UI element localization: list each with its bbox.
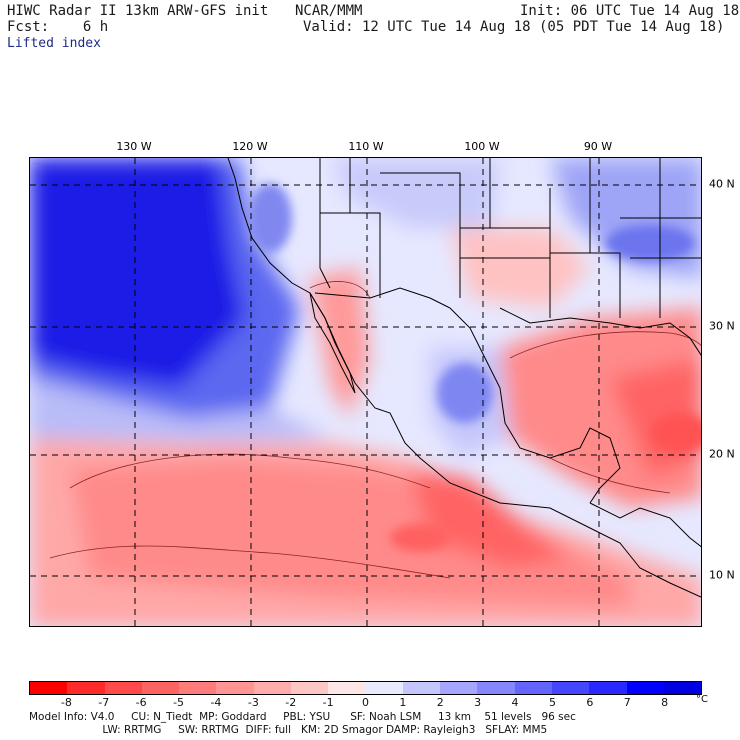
contour-line (69, 453, 431, 489)
colorbar-swatch (440, 682, 478, 694)
colorbar-tick-label: -1 (322, 696, 334, 709)
colorbar-tick-label: -8 (60, 696, 72, 709)
colorbar-swatch (290, 682, 329, 694)
field-name: Lifted index (7, 36, 101, 51)
colorbar-swatch (626, 682, 664, 694)
colorbar-swatch (179, 682, 217, 694)
colorbar-swatch (67, 682, 105, 694)
model-title: HIWC Radar II 13km ARW-GFS init (7, 3, 269, 19)
colorbar-tick-label: -3 (247, 696, 259, 709)
lifted-index-map (29, 157, 702, 627)
lat-label-40n: 40 N (709, 177, 735, 191)
coastline-west (227, 158, 701, 598)
colorbar-swatch (551, 682, 590, 694)
colorbar-tick-label: 2 (436, 696, 444, 709)
colorbar-swatch (477, 682, 515, 694)
lon-label-100w: 100 W (464, 140, 500, 153)
colorbar-swatch (328, 682, 366, 694)
lon-label-110w: 110 W (348, 140, 384, 153)
lon-label-130w: 130 W (116, 140, 152, 153)
valid-time: Valid: 12 UTC Tue 14 Aug 18 (05 PDT Tue … (303, 19, 725, 35)
colorbar-unit: °C (696, 694, 708, 705)
colorbar-swatch (253, 682, 291, 694)
lat-label-20n: 20 N (709, 447, 735, 461)
lat-label-30n: 30 N (709, 319, 735, 333)
colorbar-swatch (514, 682, 552, 694)
colorbar-swatch (141, 682, 180, 694)
forecast-hour: Fcst: 6 h (7, 19, 109, 35)
colorbar-swatch (365, 682, 403, 694)
colorbar-swatch (663, 682, 702, 694)
colorbar-tick-label: -4 (210, 696, 222, 709)
lat-label-10n: 10 N (709, 568, 735, 582)
colorbar-tick-label: -2 (285, 696, 297, 709)
colorbar-swatch (216, 682, 254, 694)
lon-label-90w: 90 W (583, 140, 613, 153)
lon-label-120w: 120 W (232, 140, 268, 153)
colorbar-tick-label: 4 (511, 696, 519, 709)
baja-california (309, 292, 356, 394)
colorbar-swatch (30, 682, 68, 694)
colorbar-swatch (402, 682, 441, 694)
org-label: NCAR/MMM (295, 3, 363, 19)
colorbar-swatch (589, 682, 627, 694)
colorbar-tick-label: -6 (135, 696, 147, 709)
model-info-line2: LW: RRTMG SW: RRTMG DIFF: full KM: 2D Sm… (29, 724, 548, 736)
colorbar-tick-label: 8 (661, 696, 669, 709)
gulf-coast (449, 307, 621, 504)
colorbar-tick-label: 7 (623, 696, 631, 709)
colorbar-tick-label: 1 (399, 696, 407, 709)
colorbar-tick-label: 0 (362, 696, 369, 709)
colorbar-swatch (104, 682, 142, 694)
init-time: Init: 06 UTC Tue 14 Aug 18 (520, 3, 740, 19)
colorbar-tick-label: 3 (474, 696, 482, 709)
colorbar-tick-label: -7 (98, 696, 110, 709)
colorbar (29, 681, 702, 695)
colorbar-tick-label: 5 (548, 696, 556, 709)
us-mexico-border (314, 287, 451, 309)
colorbar-tick-label: 6 (586, 696, 594, 709)
colorbar-tick-label: -5 (173, 696, 185, 709)
model-info-line1: Model Info: V4.0 CU: N_Tiedt MP: Goddard… (29, 711, 576, 723)
